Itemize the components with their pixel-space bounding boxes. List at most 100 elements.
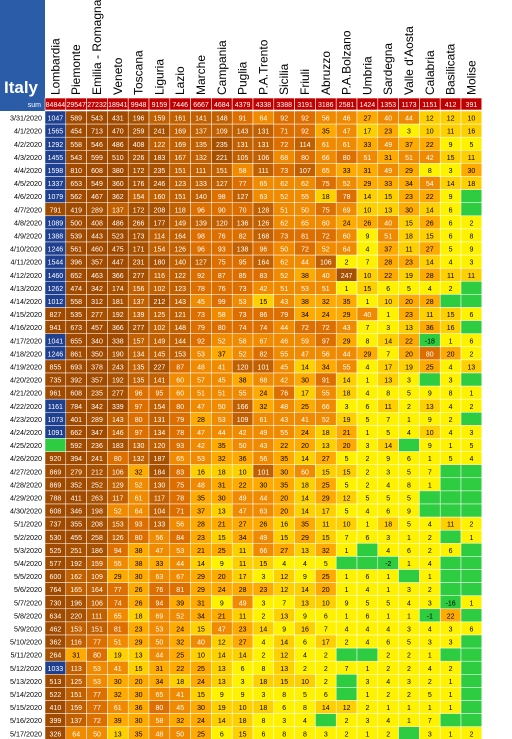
cell-value: 3 [261, 574, 265, 581]
title-block [0, 0, 45, 111]
date-cell [0, 215, 45, 229]
cell-value: 662 [70, 430, 82, 437]
heat-cell [398, 569, 420, 583]
cell-value: 143 [237, 129, 249, 136]
cell-value: 60 [176, 391, 184, 398]
cell-value: 1 [345, 286, 349, 293]
date-cell [0, 294, 45, 308]
heat-cell [335, 674, 358, 688]
cell-value: 129 [112, 482, 124, 489]
cell-value: 15 [322, 535, 330, 542]
cell-value: 24 [218, 587, 226, 594]
cell-value: 20 [280, 496, 288, 503]
date-label: 4/8/2020 [14, 218, 42, 227]
cell-value: 47 [156, 548, 164, 555]
cell-value: 212 [91, 469, 103, 476]
cell-value: 357 [91, 378, 103, 385]
cell-value: 78 [197, 286, 205, 293]
cell-value: 20 [405, 351, 413, 358]
date-label: 4/21/2020 [10, 389, 42, 398]
cell-value: 95 [156, 391, 164, 398]
date-label: 4/6/2020 [14, 192, 42, 201]
cell-value: 45 [176, 705, 184, 712]
cell-value: 4 [386, 548, 390, 555]
cell-value: 14 [197, 561, 205, 568]
cell-value: 30 [405, 207, 413, 214]
cell-value: 4 [428, 627, 432, 634]
cell-value: 154 [154, 404, 166, 411]
cell-value: 143 [112, 417, 124, 424]
cell-value: 355 [70, 522, 82, 529]
cell-value: 2 [345, 260, 349, 267]
cell-value: 75 [322, 207, 330, 214]
cell-value: 53 [156, 627, 164, 634]
sum-value: 1173 [401, 102, 416, 109]
cell-value: 3 [386, 535, 390, 542]
cell-value: 346 [70, 509, 82, 516]
cell-value: 220 [70, 613, 82, 620]
cell-value: 23 [405, 194, 413, 201]
cell-value: 8 [261, 718, 265, 725]
date-cell [0, 517, 45, 531]
cell-value: 9 [469, 247, 473, 254]
cell-value: 4 [428, 561, 432, 568]
cell-value: 32 [176, 640, 184, 647]
cell-value: 1 [407, 718, 411, 725]
cell-value: 98 [218, 194, 226, 201]
heat-cell [335, 687, 358, 701]
cell-value: 69 [343, 207, 351, 214]
cell-value: 78 [176, 430, 184, 437]
cell-value: 121 [174, 312, 186, 319]
cell-value: 145 [154, 351, 166, 358]
cell-value: 9 [428, 417, 432, 424]
cell-value: 18 [384, 522, 392, 529]
sum-value: 6667 [193, 102, 209, 109]
heat-cell [460, 503, 483, 518]
cell-value: 6 [386, 286, 390, 293]
cell-value: 28 [197, 522, 205, 529]
cell-value: 13 [114, 731, 122, 738]
cell-value: 109 [216, 129, 228, 136]
sum-value: 4338 [256, 102, 272, 109]
cell-value: 79 [176, 417, 184, 424]
cell-value: 16 [447, 325, 455, 332]
cell-value: 1388 [48, 234, 64, 241]
cell-value: 66 [322, 155, 330, 162]
cell-value: 141 [154, 378, 166, 385]
cell-value: 2 [407, 666, 411, 673]
cell-value: 12 [280, 587, 288, 594]
cell-value: 1047 [48, 116, 64, 123]
cell-value: 2 [428, 535, 432, 542]
cell-value: 50 [218, 404, 226, 411]
cell-value: 1 [386, 574, 390, 581]
cell-value: 56 [176, 522, 184, 529]
cell-value: 18 [260, 679, 268, 686]
cell-value: 15 [135, 666, 143, 673]
cell-value: 15 [426, 234, 434, 241]
cell-value: 60 [343, 234, 351, 241]
heat-cell [439, 294, 462, 308]
cell-value: 13 [468, 365, 476, 372]
cell-value: 11 [405, 247, 412, 254]
cell-value: 10 [384, 299, 392, 306]
cell-value: 17 [239, 574, 247, 581]
cell-value: 1 [365, 378, 369, 385]
cell-value: 12 [280, 653, 288, 660]
cell-value: 65 [322, 168, 330, 175]
cell-value: 67 [176, 574, 184, 581]
cell-value: 1 [365, 692, 369, 699]
cell-value: 264 [50, 653, 62, 660]
date-cell [0, 399, 45, 413]
cell-value: 135 [195, 142, 207, 149]
cell-value: 366 [112, 325, 124, 332]
cell-value: 65 [301, 220, 309, 227]
cell-value: 9 [303, 574, 307, 581]
cell-value: 25 [218, 548, 226, 555]
heat-cell [460, 543, 483, 557]
cell-value: 17 [384, 365, 392, 372]
cell-value: 153 [70, 627, 82, 634]
cell-value: 4 [303, 718, 307, 725]
cell-value: 42 [426, 155, 434, 162]
cell-value: 525 [50, 548, 62, 555]
cell-value: 144 [174, 338, 186, 345]
